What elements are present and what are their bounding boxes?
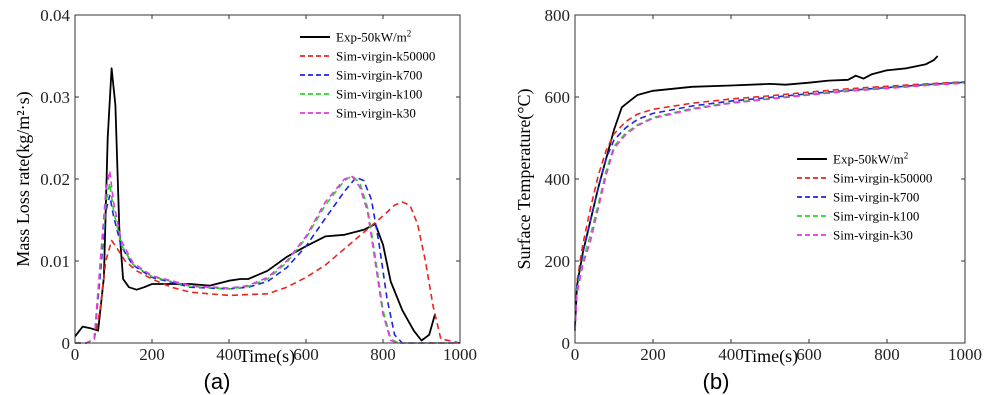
panel-b-xtick-label: 0	[571, 345, 580, 364]
panel-b-ytick-label: 400	[545, 170, 571, 189]
panel-a-ticks: 0 200 400 600 800 1000 0 0.01 0.02 0.03 0.04	[40, 6, 477, 364]
panel-a-xtick-label: 600	[293, 345, 319, 364]
panel-b-series-4	[574, 82, 966, 331]
panel-a-xtick-label: 0	[71, 345, 80, 364]
panel-b-legend-label: Sim-virgin-k50000	[833, 171, 932, 186]
panel-a-ylabel: Mass Loss rate(kg/m²·s)	[13, 91, 34, 266]
panel-b-ticks: 0 200 400 600 800 1000 0 200 400 600 800	[545, 6, 983, 364]
panel-b-ylabel: Surface Temperature(°C)	[514, 88, 535, 269]
panel-a-legend-label: Sim-virgin-k100	[336, 87, 422, 102]
panel-b-series-3	[574, 81, 966, 331]
panel-b-xtick-label: 1000	[948, 345, 982, 364]
panel-a-xtick-label: 400	[216, 345, 242, 364]
panel-a-xlabel: Time(s)	[239, 346, 295, 367]
panel-b-xtick-label: 200	[640, 345, 666, 364]
panel-b-series-1	[574, 81, 966, 331]
panel-b-legend-label: Sim-virgin-k30	[833, 228, 913, 243]
panel-a-legend-label: Exp-50kW/m2	[336, 29, 411, 45]
panel-b-ytick-label: 0	[562, 334, 571, 353]
panel-a-ytick-label: 0.03	[40, 88, 70, 107]
panel-b-xtick-label: 800	[874, 345, 900, 364]
panel-a-xtick-label: 1000	[443, 345, 477, 364]
panel-b-xtick-label: 600	[796, 345, 822, 364]
panel-b-caption: (b)	[703, 369, 730, 394]
panel-a-series	[74, 67, 461, 344]
panel-a-series-0	[74, 67, 436, 342]
panel-b-legend-label: Sim-virgin-k100	[833, 209, 919, 224]
panel-a-xtick-label: 800	[370, 345, 396, 364]
panel-b-legend-label: Sim-virgin-k700	[833, 190, 919, 205]
panel-b-ytick-label: 800	[545, 6, 571, 25]
panel-b-series-2	[574, 81, 966, 331]
panel-a-legend-label: Sim-virgin-k50000	[336, 49, 435, 64]
panel-a-series-3	[75, 174, 460, 344]
panel-a-ytick-label: 0	[62, 334, 71, 353]
panel-b-ytick-label: 200	[545, 252, 571, 271]
panel-a-xtick-label: 200	[139, 345, 165, 364]
panel-a-series-1	[75, 201, 461, 344]
panel-a-legend-label: Sim-virgin-k30	[336, 106, 416, 121]
panel-b-series	[574, 55, 966, 331]
panel-b-legend: Exp-50kW/m2 Sim-virgin-k50000 Sim-virgin-k…	[797, 151, 932, 243]
panel-b-legend-label: Exp-50kW/m2	[833, 151, 908, 167]
panel-a-legend: Exp-50kW/m2 Sim-virgin-k50000 Sim-virgin-k…	[300, 29, 435, 121]
panel-b-xtick-label: 400	[718, 345, 744, 364]
panel-a-series-4	[75, 170, 460, 344]
panel-b-ytick-label: 600	[545, 88, 571, 107]
panel-b: 0 200 400 600 800 1000 0 200 400 600 800 Time(s) S…	[514, 6, 982, 394]
panel-a: 0 200 400 600 800 1000 0 0.01 0.02 0.03 0.04 Time(…	[13, 6, 477, 394]
panel-a-series-2	[75, 176, 460, 344]
panel-a-ytick-label: 0.02	[40, 170, 70, 189]
panel-a-ytick-label: 0.04	[40, 6, 70, 25]
panel-a-legend-label: Sim-virgin-k700	[336, 68, 422, 83]
panel-b-xlabel: Time(s)	[742, 346, 798, 367]
panel-a-caption: (a)	[204, 369, 231, 394]
panel-a-ytick-label: 0.01	[40, 252, 70, 271]
